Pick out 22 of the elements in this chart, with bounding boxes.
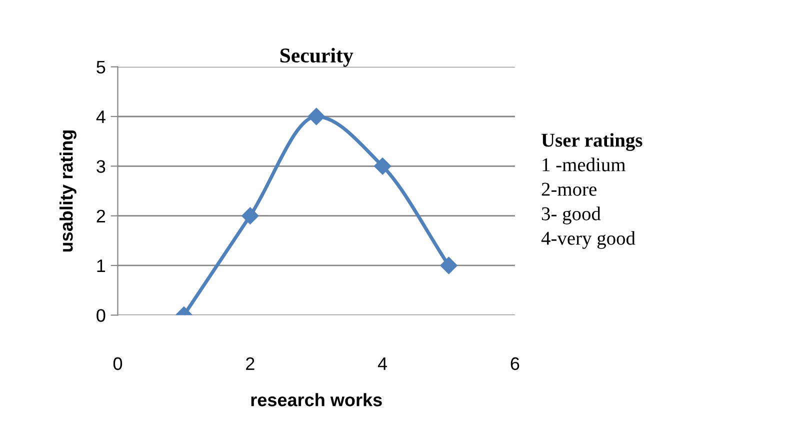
x-axis-title: research works: [251, 393, 382, 406]
y-tick-label: 4: [96, 110, 106, 124]
y-tick-label: 3: [96, 160, 106, 173]
x-tick-label: 4: [378, 357, 388, 370]
text: 2-more: [542, 182, 596, 196]
text: 3- good: [542, 206, 601, 224]
x-tick-label: 2: [246, 357, 254, 370]
text: 4-very good: [541, 231, 636, 249]
point: [308, 108, 325, 126]
text: User ratings: [541, 133, 642, 151]
y-axis-title: usablity rating: [60, 130, 76, 252]
y-tick-label: 1: [97, 260, 106, 272]
point: [242, 207, 259, 224]
y-tick-label: 2: [96, 210, 106, 222]
point: [374, 158, 392, 175]
x-tick-label: 0: [113, 357, 122, 370]
y-tick-label: 5: [96, 60, 106, 74]
chart-title: Security: [280, 48, 354, 67]
text: 1 -medium: [542, 158, 626, 172]
x-tick-label: 6: [510, 357, 520, 370]
y-tick-label: 0: [96, 309, 106, 322]
point: [440, 256, 458, 274]
